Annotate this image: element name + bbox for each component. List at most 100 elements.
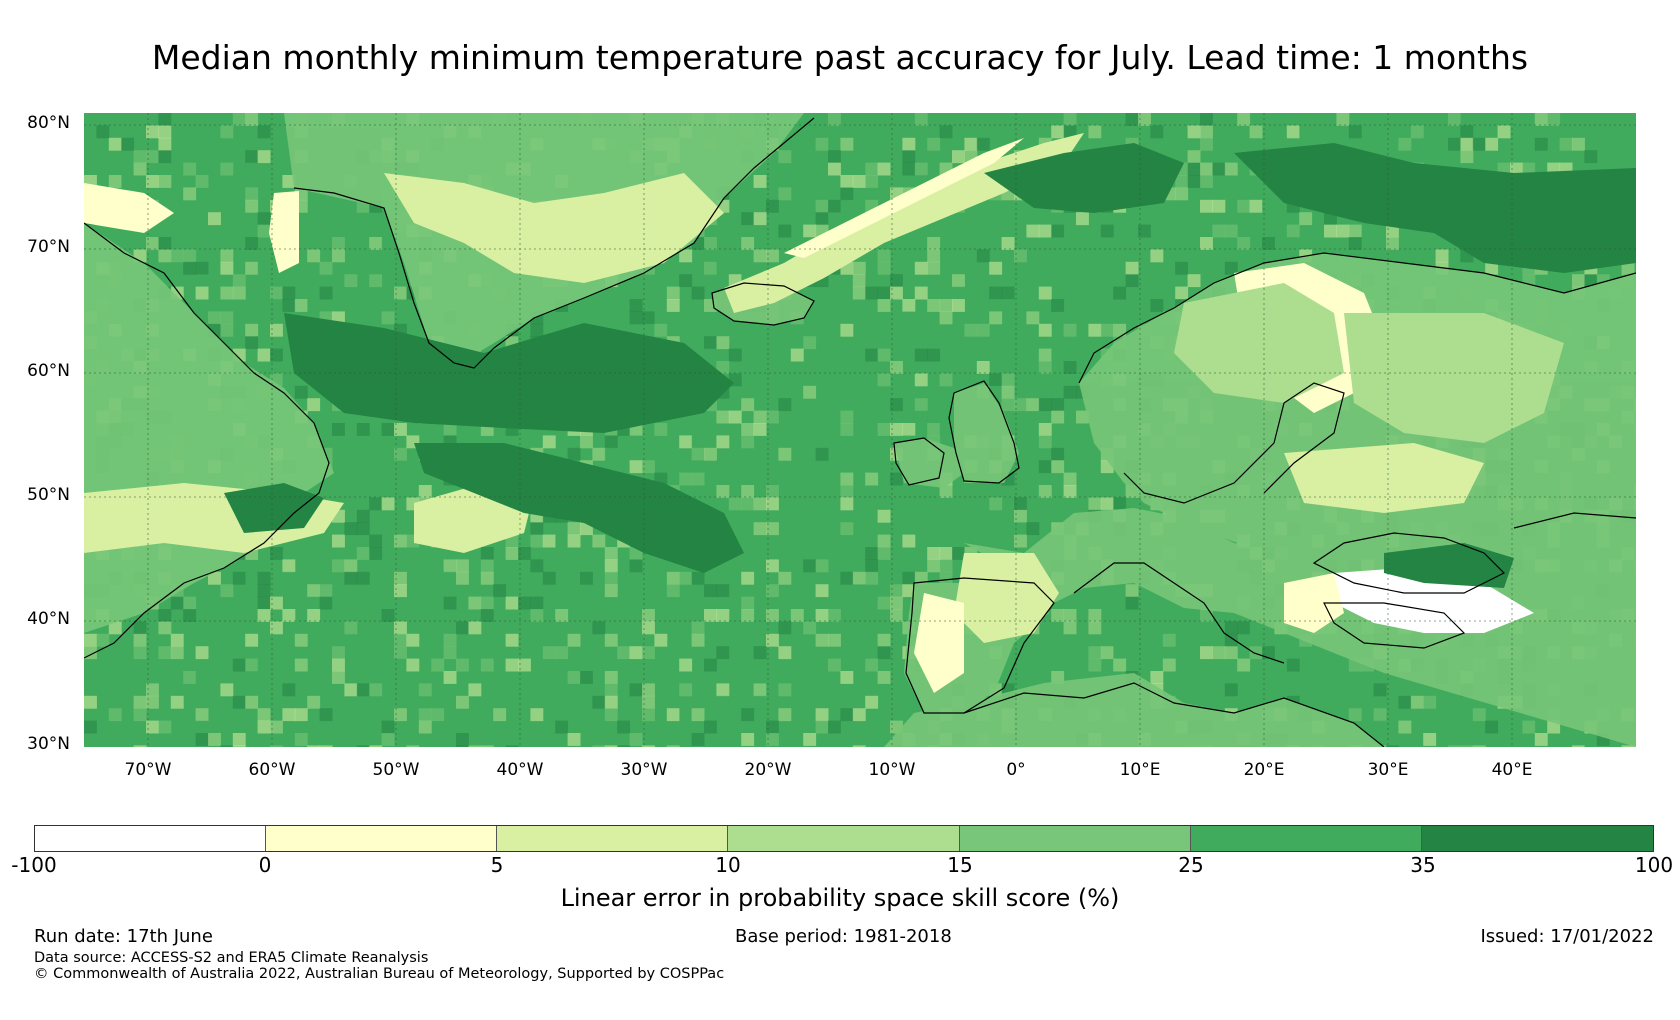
skill-cell xyxy=(1224,683,1238,697)
skill-cell xyxy=(1237,621,1251,635)
skill-cell xyxy=(108,137,122,151)
skill-cell xyxy=(96,125,110,139)
skill-cell xyxy=(604,671,618,684)
skill-cell xyxy=(592,621,606,635)
skill-cell xyxy=(158,249,172,263)
colorbar-tick: 35 xyxy=(1410,853,1436,877)
skill-cell xyxy=(307,745,321,747)
skill-cell xyxy=(1063,113,1077,126)
skill-cell xyxy=(1125,113,1139,126)
skill-cell xyxy=(666,323,680,337)
skill-cell xyxy=(852,286,866,300)
skill-cell xyxy=(604,695,618,709)
skill-cell xyxy=(394,423,407,436)
skill-cell xyxy=(332,423,345,436)
skill-cell xyxy=(1051,224,1065,238)
skill-cell xyxy=(1286,125,1300,139)
skill-cell xyxy=(716,336,730,350)
skill-cell xyxy=(1051,447,1065,461)
skill-cell xyxy=(1150,274,1164,288)
skill-cell xyxy=(1559,137,1573,151)
skill-cell xyxy=(232,695,246,709)
skill-cell xyxy=(976,534,990,548)
skill-cell xyxy=(952,286,965,300)
skill-cell xyxy=(840,485,854,498)
skill-cell xyxy=(902,584,916,598)
skill-cell xyxy=(245,199,259,213)
skill-cell xyxy=(1014,522,1027,536)
skill-cell xyxy=(728,348,742,362)
skill-cell xyxy=(927,559,941,573)
skill-cell xyxy=(865,460,879,474)
skill-cell xyxy=(133,745,147,747)
skill-cell xyxy=(642,460,655,474)
skill-cell xyxy=(1200,646,1213,660)
skill-cell xyxy=(518,534,531,548)
skill-cell xyxy=(741,423,755,436)
skill-cell xyxy=(753,646,767,660)
skill-cell xyxy=(1348,708,1362,722)
skill-cell xyxy=(815,522,829,536)
skill-cell xyxy=(1460,113,1474,126)
north-africa xyxy=(884,673,1384,747)
skill-cell xyxy=(865,286,879,300)
skill-cell xyxy=(679,683,693,697)
skill-cell xyxy=(282,286,296,300)
skill-cell xyxy=(133,621,147,635)
lon-label-70w: 70°W xyxy=(124,760,172,780)
skill-cell xyxy=(741,733,755,746)
skill-cell xyxy=(530,522,544,536)
skill-cell xyxy=(741,609,755,622)
skill-cell xyxy=(1510,162,1523,176)
skill-cell xyxy=(394,447,407,461)
skill-cell xyxy=(245,658,259,672)
skill-cell xyxy=(741,708,755,722)
skill-cell xyxy=(939,559,953,573)
skill-cell xyxy=(369,274,383,288)
skill-cell xyxy=(1051,398,1065,412)
skill-cell xyxy=(766,720,779,734)
skill-cell xyxy=(170,633,184,647)
skill-cell xyxy=(1472,137,1486,151)
skill-cell xyxy=(840,323,854,337)
skill-cell xyxy=(282,571,296,585)
skill-cell xyxy=(344,559,358,573)
skill-cell xyxy=(468,596,482,610)
lat-label-60n: 60°N xyxy=(27,361,70,381)
skill-cell xyxy=(803,733,817,746)
skill-cell xyxy=(108,621,122,635)
skill-cell xyxy=(778,646,792,660)
skill-cell xyxy=(939,485,953,498)
skill-cell xyxy=(691,286,705,300)
skill-cell xyxy=(902,534,916,548)
issued-date: Issued: 17/01/2022 xyxy=(1480,926,1654,947)
skill-cell xyxy=(1187,274,1201,288)
skill-cell xyxy=(741,212,755,226)
skill-cell xyxy=(815,199,829,213)
skill-cell xyxy=(332,534,345,548)
skill-cell xyxy=(1373,683,1387,697)
skill-cell xyxy=(877,348,891,362)
skill-cell xyxy=(877,299,891,312)
skill-cell xyxy=(1088,658,1102,672)
skill-cell xyxy=(1286,237,1300,250)
skill-cell xyxy=(1237,658,1251,672)
skill-cell xyxy=(666,286,680,300)
skill-cell xyxy=(270,596,283,610)
skill-cell xyxy=(803,336,817,350)
skill-cell xyxy=(741,497,755,511)
skill-cell xyxy=(307,584,321,598)
skill-cell xyxy=(319,708,333,722)
skill-cell xyxy=(220,249,234,263)
skill-cell xyxy=(1410,125,1424,139)
skill-cell xyxy=(406,658,420,672)
skill-cell xyxy=(257,348,271,362)
skill-cell xyxy=(1224,224,1238,238)
skill-cell xyxy=(282,646,296,660)
skill-cell xyxy=(480,745,494,747)
skill-cell xyxy=(1113,658,1127,672)
skill-cell xyxy=(902,571,916,585)
skill-cell xyxy=(679,708,693,722)
skill-cell xyxy=(852,361,866,374)
skill-cell xyxy=(121,658,135,672)
